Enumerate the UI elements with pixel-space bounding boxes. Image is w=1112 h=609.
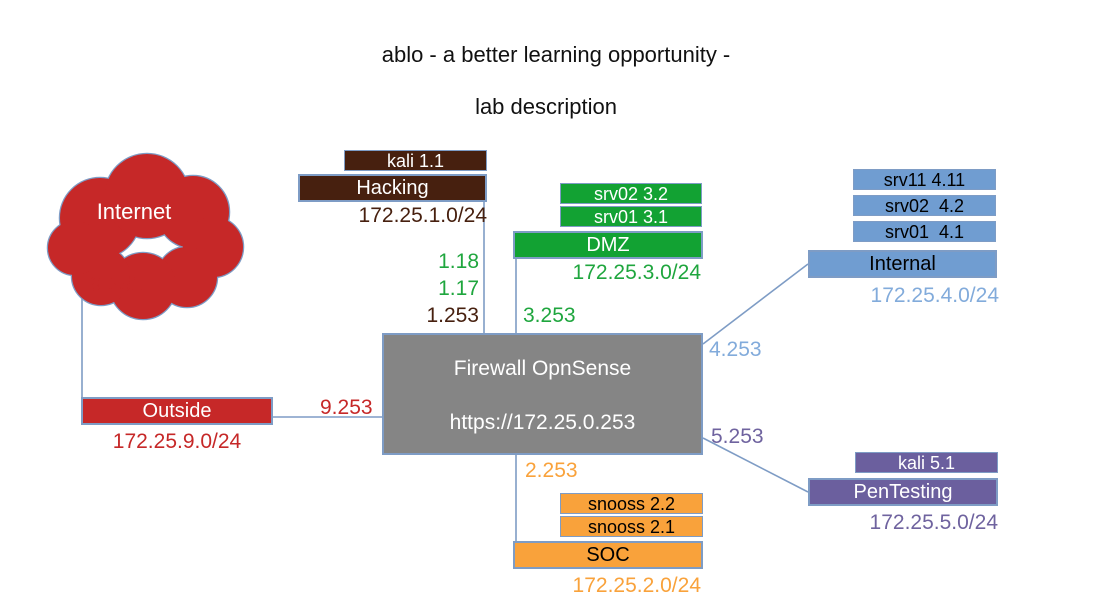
iface-label-hacking-17: 1.17 bbox=[438, 277, 479, 300]
subnet-pentesting: 172.25.5.0/24 bbox=[869, 511, 998, 534]
network-outside: Outside bbox=[81, 397, 273, 425]
host-srv01-4-1: srv01 4.1 bbox=[853, 221, 996, 242]
page-subtitle: lab description bbox=[475, 94, 617, 119]
host-srv11-4-11: srv11 4.11 bbox=[853, 169, 996, 190]
firewall-box: Firewall OpnSense https://172.25.0.253 bbox=[382, 333, 703, 455]
iface-label-hacking-253: 1.253 bbox=[426, 304, 479, 327]
host-kali-5-1: kali 5.1 bbox=[855, 452, 998, 473]
iface-label-internet: 9.251 bbox=[90, 273, 143, 296]
network-dmz: DMZ bbox=[513, 231, 703, 259]
host-kali-1-1: kali 1.1 bbox=[344, 150, 487, 171]
iface-label-outside: 9.253 bbox=[320, 396, 373, 419]
subnet-outside: 172.25.9.0/24 bbox=[112, 430, 242, 453]
network-soc: SOC bbox=[513, 541, 703, 569]
host-srv02-4-2: srv02 4.2 bbox=[853, 195, 996, 216]
host-srv02-3-2: srv02 3.2 bbox=[560, 183, 702, 204]
host-snooss-2-1: snooss 2.1 bbox=[560, 516, 703, 537]
iface-label-hacking-18: 1.18 bbox=[438, 250, 479, 273]
network-internal: Internal bbox=[808, 250, 997, 278]
firewall-address: https://172.25.0.253 bbox=[449, 411, 636, 434]
subnet-soc: 172.25.2.0/24 bbox=[572, 574, 701, 597]
network-hacking: Hacking bbox=[298, 174, 487, 202]
subnet-hacking: 172.25.1.0/24 bbox=[358, 204, 487, 227]
link-firewall-internal bbox=[702, 263, 809, 345]
network-pentesting: PenTesting bbox=[808, 478, 998, 506]
internet-label: Internet bbox=[97, 199, 172, 224]
subnet-dmz: 172.25.3.0/24 bbox=[572, 261, 701, 284]
host-snooss-2-2: snooss 2.2 bbox=[560, 493, 703, 514]
iface-label-pentesting: 5.253 bbox=[711, 425, 764, 448]
host-srv01-3-1: srv01 3.1 bbox=[560, 206, 702, 227]
subnet-internal: 172.25.4.0/24 bbox=[870, 284, 999, 307]
page-title: ablo - a better learning opportunity - bbox=[381, 42, 731, 67]
link-firewall-pentesting bbox=[702, 437, 809, 493]
firewall-title: Firewall OpnSense bbox=[453, 357, 632, 380]
iface-label-dmz: 3.253 bbox=[523, 304, 576, 327]
internet-cloud-icon: Internet bbox=[46, 152, 245, 321]
iface-label-soc: 2.253 bbox=[525, 459, 578, 482]
iface-label-internal: 4.253 bbox=[709, 338, 762, 361]
